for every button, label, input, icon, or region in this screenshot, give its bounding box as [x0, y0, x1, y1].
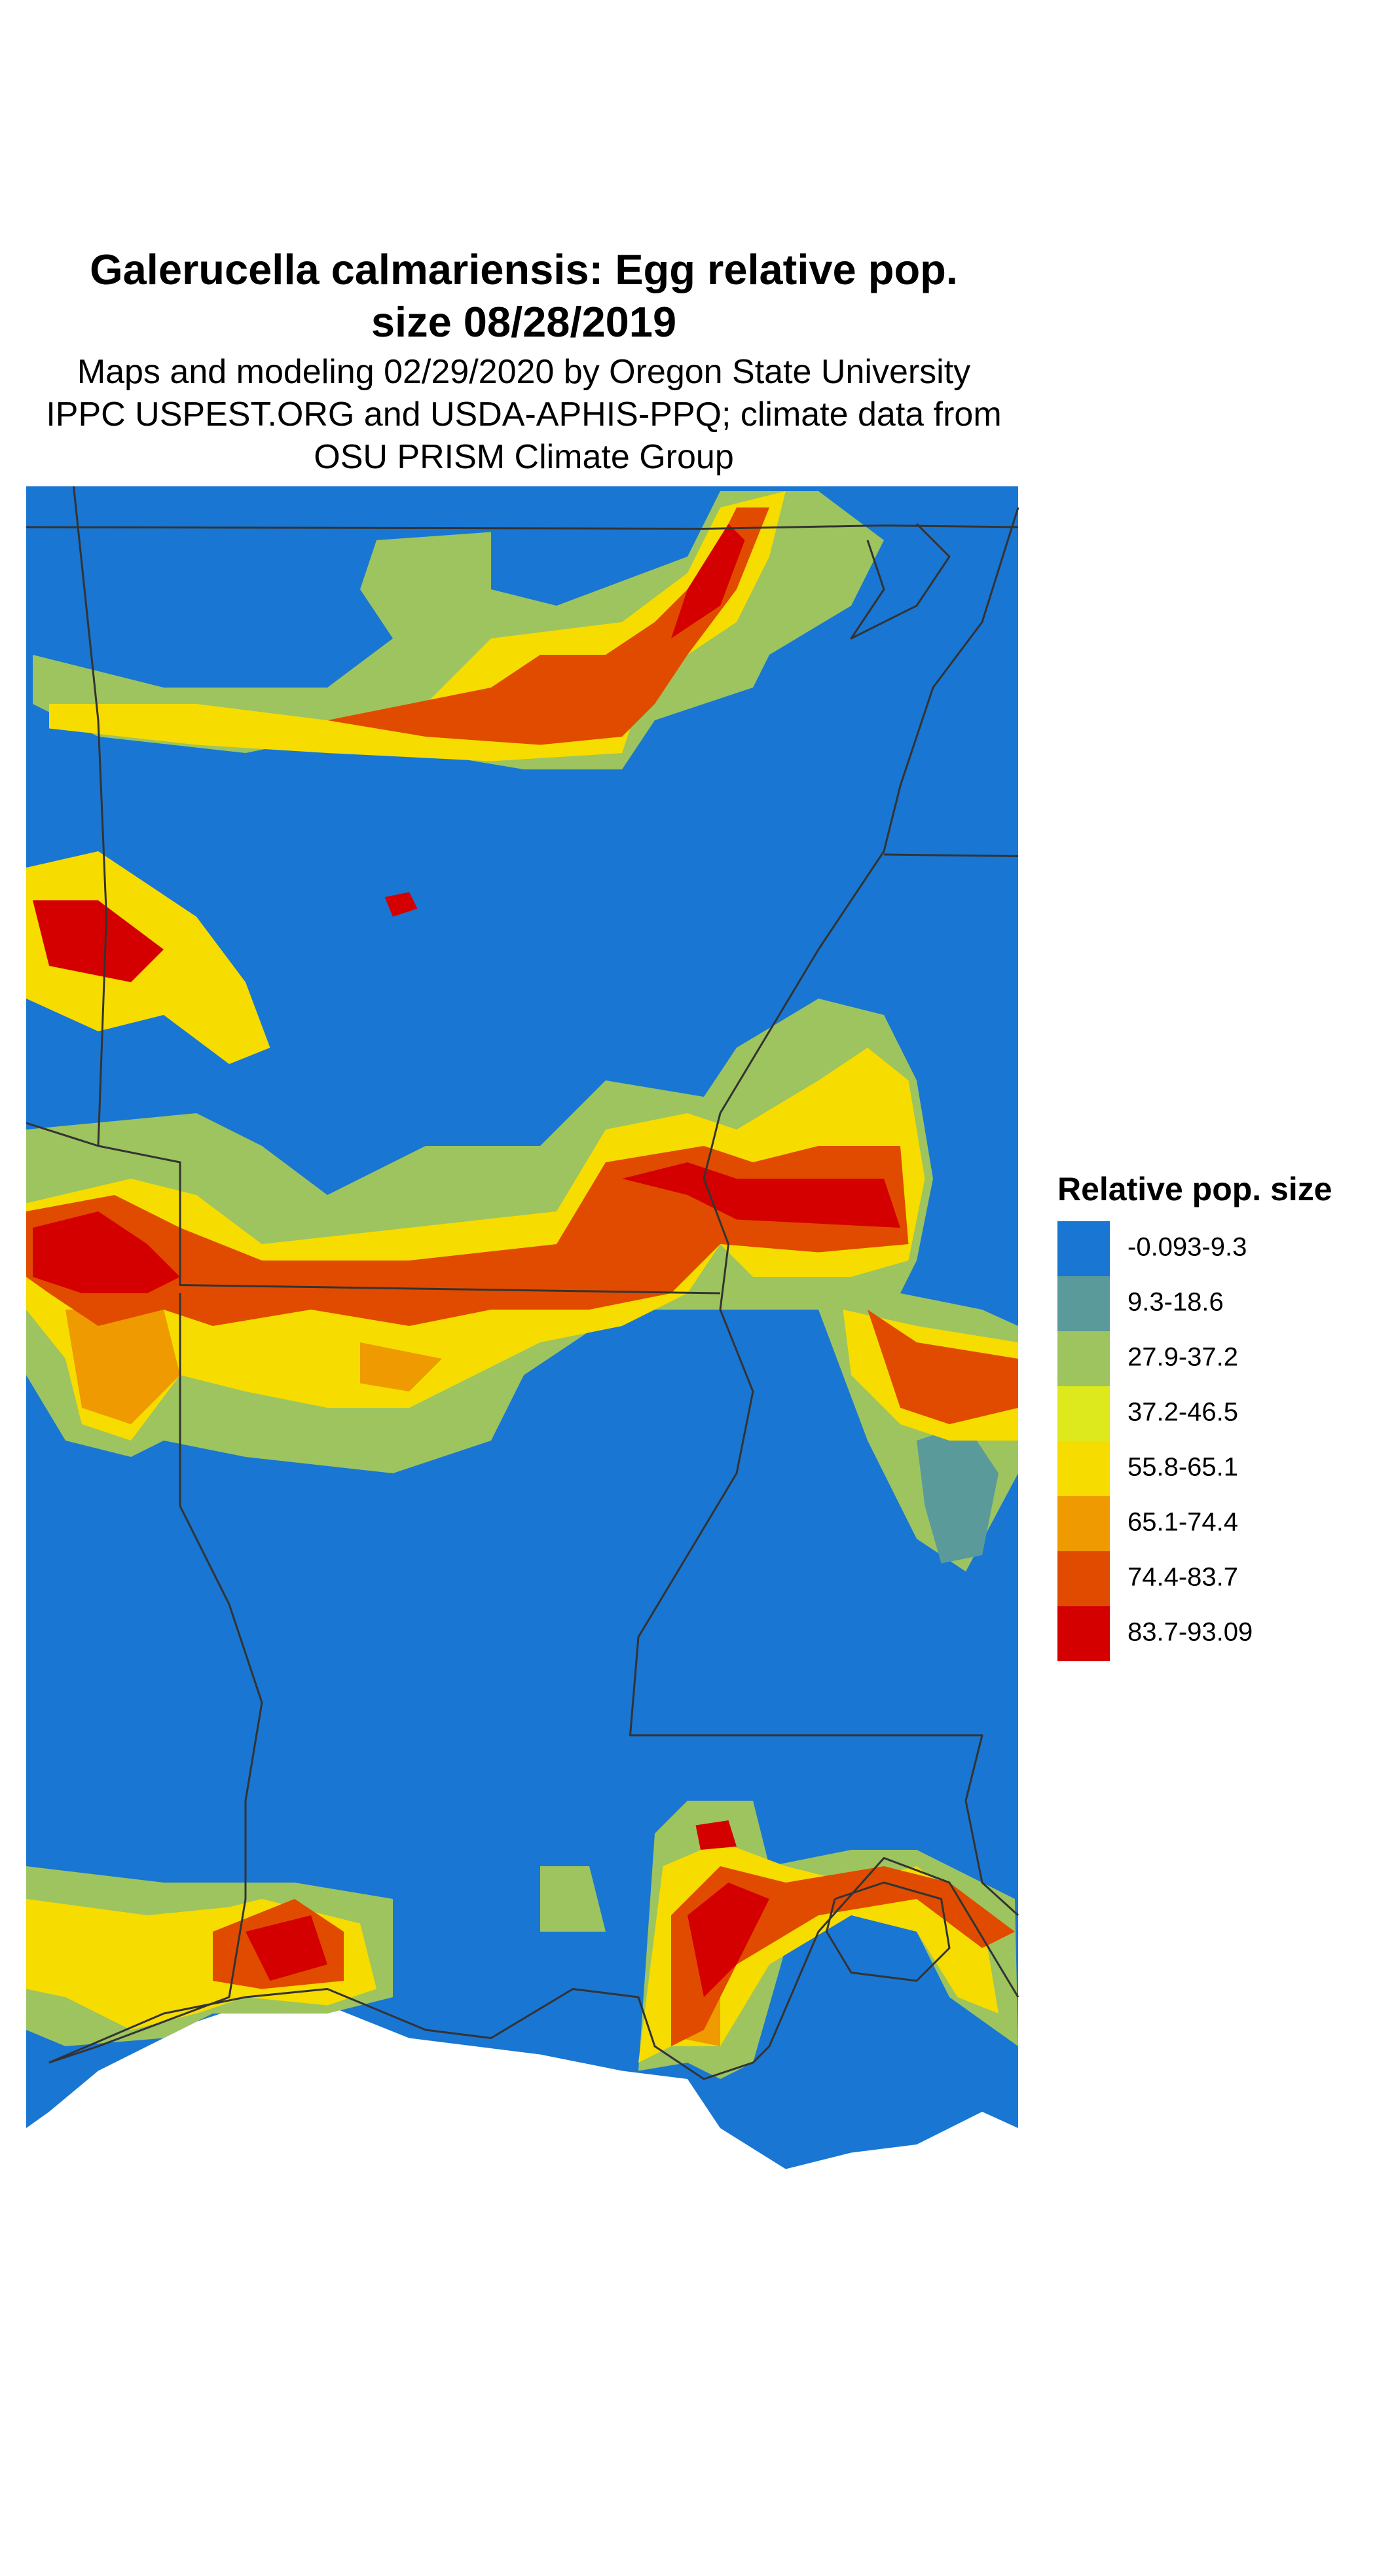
legend-swatch [1057, 1496, 1110, 1551]
state-border [73, 486, 107, 1147]
legend-label: 65.1-74.4 [1128, 1508, 1238, 1537]
map-region [33, 491, 884, 769]
legend-swatch [1057, 1386, 1110, 1441]
map-region [26, 1048, 925, 1441]
legend-swatch [1057, 1551, 1110, 1606]
legend-swatch [1057, 1441, 1110, 1496]
legend-swatch [1057, 1276, 1110, 1331]
map-region [695, 1820, 737, 1850]
legend-swatch [1057, 1221, 1110, 1276]
state-border [850, 523, 951, 640]
map-region [688, 1883, 769, 1997]
legend-label: 55.8-65.1 [1128, 1453, 1238, 1482]
subtitle-line: OSU PRISM Climate Group [314, 438, 734, 476]
legend-swatch [1057, 1606, 1110, 1661]
map-region [622, 1162, 900, 1228]
legend-label: 74.4-83.7 [1128, 1563, 1238, 1592]
state-border [629, 507, 1019, 1917]
legend-swatch [1057, 1331, 1110, 1386]
legend-label: 27.9-37.2 [1128, 1343, 1238, 1372]
map-region [33, 900, 164, 982]
map-region [384, 892, 418, 917]
state-border [883, 853, 1019, 857]
map [26, 486, 1019, 2169]
map-region [671, 524, 745, 638]
map-region [33, 1211, 180, 1293]
map-region [327, 507, 769, 745]
map-region [540, 1866, 606, 1932]
map-region [917, 1424, 999, 1564]
legend: -0.093-9.3 9.3-18.6 27.9-37.2 37.2-46.5 55.8… [1057, 1221, 1253, 1661]
state-border [48, 1293, 263, 2064]
legend-label: 9.3-18.6 [1128, 1288, 1224, 1317]
legend-title: Relative pop. size [1057, 1171, 1332, 1207]
legend-label: 37.2-46.5 [1128, 1398, 1238, 1427]
legend-label: -0.093-9.3 [1128, 1233, 1247, 1262]
map-region [246, 1915, 327, 1981]
map-region [360, 1342, 442, 1391]
subtitle-line: Maps and modeling 02/29/2020 by Oregon S… [77, 353, 970, 391]
legend-label: 83.7-93.09 [1128, 1618, 1253, 1647]
title-line: size 08/28/2019 [371, 298, 676, 346]
state-border [26, 1122, 721, 1295]
state-border [48, 1857, 1019, 2080]
subtitle-line: IPPC USPEST.ORG and USDA-APHIS-PPQ; clim… [46, 396, 1001, 433]
map-region [65, 1310, 180, 1424]
map-region [868, 1310, 1018, 1424]
state-border [26, 524, 1019, 530]
title-line: Galerucella calmariensis: Egg relative p… [90, 246, 958, 293]
state-border [826, 1881, 951, 1982]
